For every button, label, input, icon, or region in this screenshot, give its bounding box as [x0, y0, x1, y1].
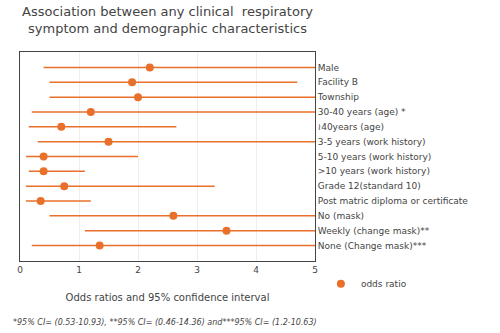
svg-text:None (Change mask)***: None (Change mask)*** [318, 241, 427, 251]
svg-text:30-40 years (age) *: 30-40 years (age) * [318, 107, 406, 117]
svg-text:1: 1 [76, 265, 82, 275]
svg-text:Odds ratios and 95% confidence: Odds ratios and 95% confidence interval [66, 292, 270, 303]
svg-text:5-10 years (work history): 5-10 years (work history) [318, 152, 432, 162]
svg-text:Association between any clinic: Association between any clinical respira… [22, 4, 313, 36]
svg-text:Grade 12(standard 10): Grade 12(standard 10) [318, 181, 421, 191]
svg-text:*95% CI= (0.53-10.93), **95% C: *95% CI= (0.53-10.93), **95% CI= (0.46-1… [13, 318, 317, 327]
svg-text:Male: Male [318, 63, 340, 73]
svg-text:>10 years (work history): >10 years (work history) [318, 166, 430, 176]
svg-text:odds ratio: odds ratio [361, 279, 407, 289]
svg-text:0: 0 [17, 265, 23, 275]
svg-text:3-5 years (work history): 3-5 years (work history) [318, 137, 426, 147]
svg-text:≀40years (age): ≀40years (age) [318, 122, 384, 132]
svg-text:Township: Township [317, 92, 359, 102]
svg-text:Post matric diploma or certifi: Post matric diploma or certificate [318, 196, 469, 206]
svg-text:2: 2 [135, 265, 141, 275]
svg-text:Weekly (change mask)**: Weekly (change mask)** [318, 226, 430, 236]
svg-text:4: 4 [253, 265, 259, 275]
svg-text:Facility B: Facility B [318, 77, 358, 87]
svg-text:5: 5 [312, 265, 318, 275]
svg-text:No (mask): No (mask) [318, 211, 364, 221]
svg-text:3: 3 [194, 265, 200, 275]
